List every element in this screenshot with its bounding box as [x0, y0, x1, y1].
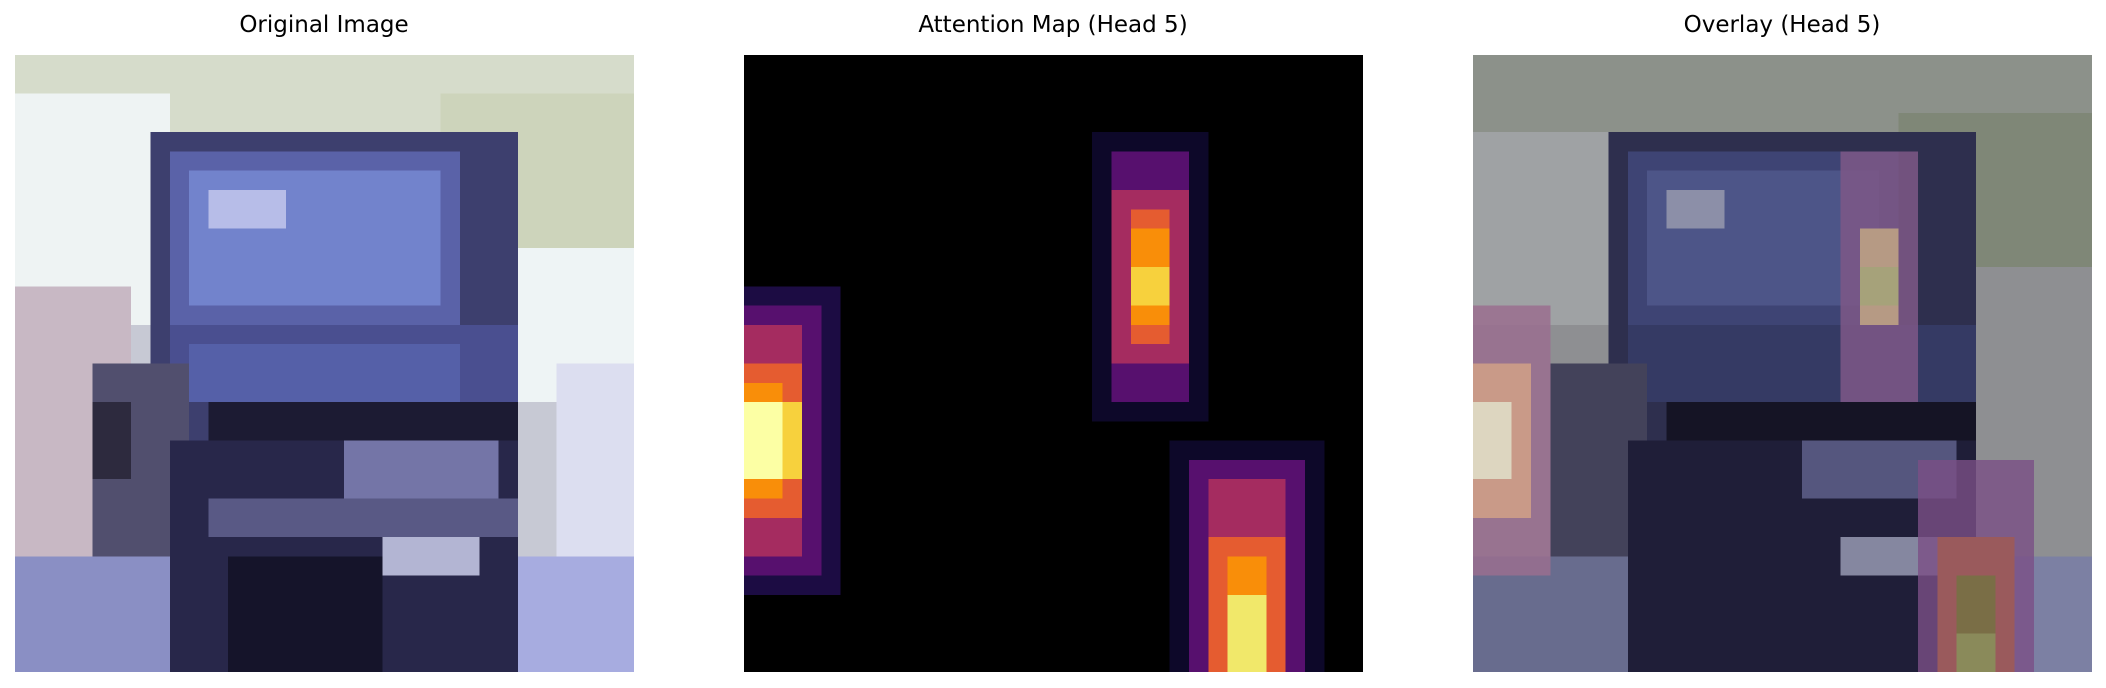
attention-map-title: Attention Map (Head 5): [918, 12, 1188, 38]
original-image: [15, 55, 634, 672]
overlay-title: Overlay (Head 5): [1683, 12, 1881, 38]
overlay-image: [1473, 55, 2092, 672]
original-image-title: Original Image: [239, 12, 409, 38]
attention-map-panel: [744, 55, 1363, 672]
original-image-panel: [15, 55, 634, 672]
attention-heatmap: [744, 55, 1363, 672]
overlay-panel: [1473, 55, 2092, 672]
